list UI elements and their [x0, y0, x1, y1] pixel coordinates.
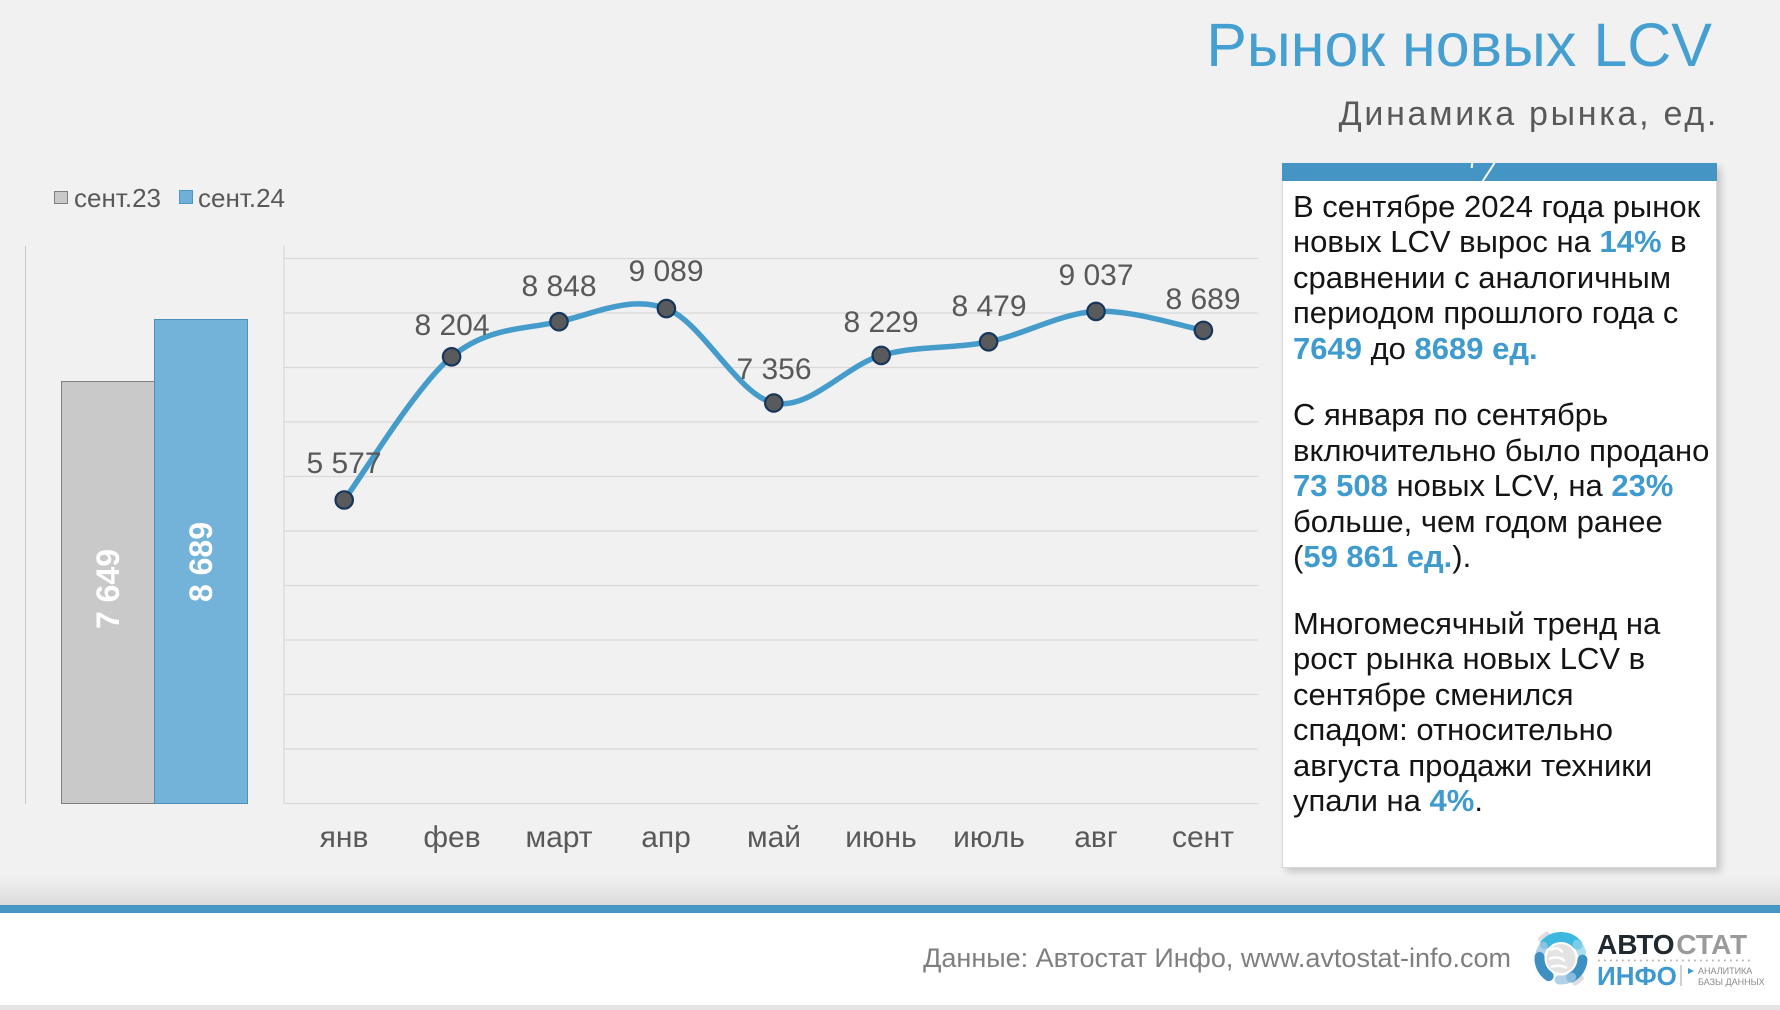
svg-text:БАЗЫ ДАННЫХ: БАЗЫ ДАННЫХ	[1698, 977, 1765, 987]
svg-text:ИНФО: ИНФО	[1597, 961, 1677, 991]
svg-text:АНАЛИТИКА: АНАЛИТИКА	[1698, 966, 1752, 976]
svg-text:СТАТ: СТАТ	[1676, 929, 1747, 960]
svg-text:АВТО: АВТО	[1597, 929, 1675, 960]
